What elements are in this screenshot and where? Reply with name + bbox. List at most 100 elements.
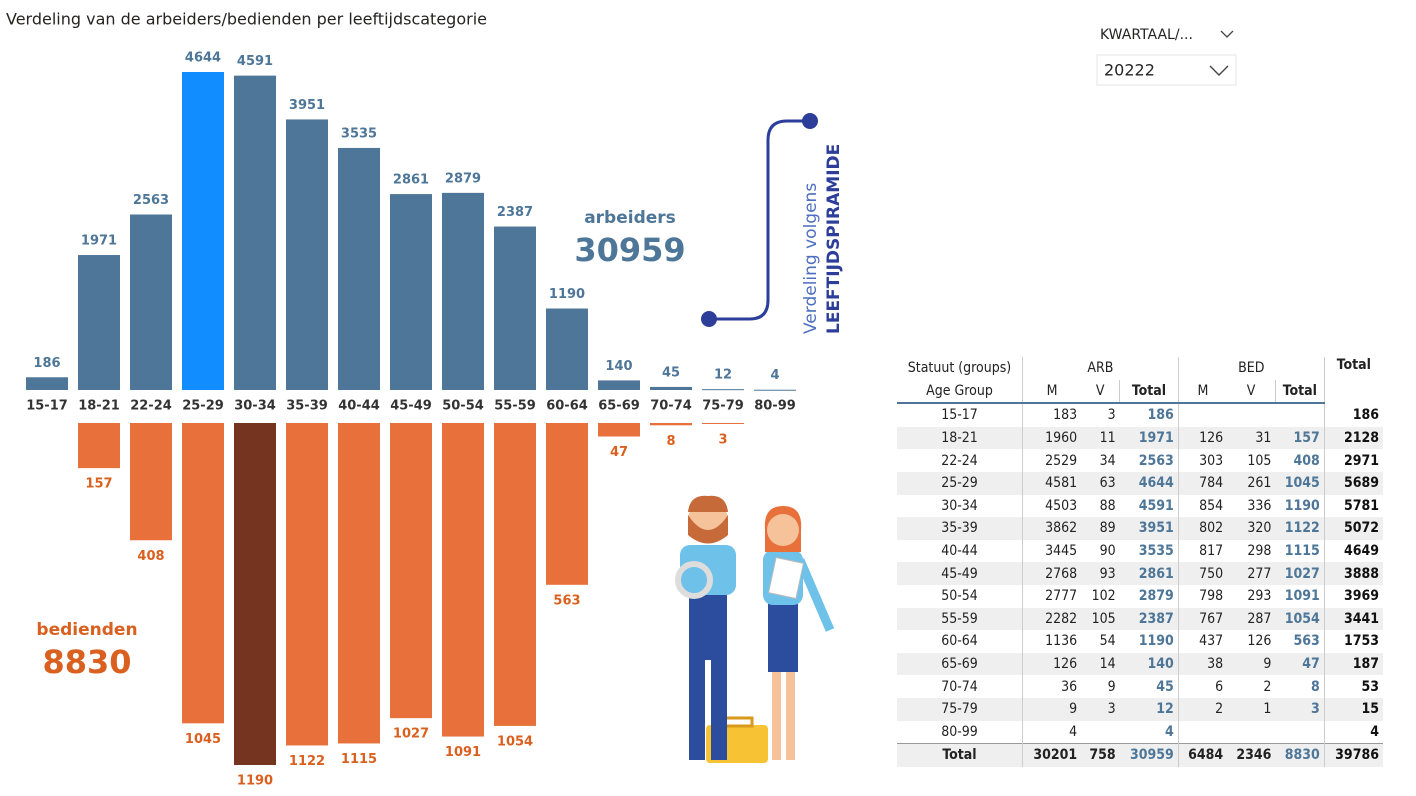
cell: 3441 — [1323, 607, 1383, 631]
cell: 12 — [1119, 697, 1179, 721]
x-tick-label: 70-74 — [650, 399, 692, 414]
worker-beard — [688, 515, 728, 544]
cell: 45 — [1156, 678, 1174, 695]
cell: 3 — [1107, 407, 1116, 424]
cell — [1227, 403, 1275, 427]
rope — [675, 561, 713, 599]
cell: 8830 — [1275, 743, 1325, 767]
cell: 2777 — [1022, 584, 1082, 608]
bar — [130, 214, 172, 390]
filter-chevron[interactable] — [1220, 30, 1234, 38]
data-label: 563 — [553, 593, 580, 608]
data-label: 1190 — [549, 287, 585, 302]
filter-dropdown[interactable] — [1096, 54, 1237, 86]
logo-text: LEEFTIJDSPIRAMIDE — [824, 144, 844, 334]
cell: 2128 — [1323, 426, 1383, 450]
column-header: M — [1022, 379, 1082, 405]
cell: 4 — [1165, 723, 1174, 740]
row-label: 45-49 — [897, 562, 1023, 585]
cell — [1275, 721, 1324, 744]
cell: 53 — [1323, 675, 1383, 698]
data-label: 186 — [33, 356, 60, 371]
row-label: 22-24 — [941, 452, 978, 469]
cell: 2 — [1263, 678, 1272, 695]
column-header: V — [1227, 379, 1276, 405]
cell: 3535 — [1138, 543, 1174, 560]
filter-value[interactable]: 20222 — [1104, 61, 1155, 80]
bar — [26, 377, 68, 390]
bar — [650, 386, 692, 390]
row-label: 25-29 — [897, 471, 1023, 495]
bar — [598, 380, 640, 390]
cell: 3445 — [1022, 539, 1082, 563]
cell: 4581 — [1022, 471, 1082, 495]
bar — [598, 423, 640, 437]
row-label: 18-21 — [897, 426, 1023, 450]
cell: 105 — [1081, 607, 1120, 631]
cell: 89 — [1081, 517, 1120, 540]
bar — [234, 75, 276, 390]
x-tick-label: 15-17 — [26, 399, 68, 414]
cell: 2387 — [1119, 607, 1179, 631]
cell: 802 — [1177, 517, 1228, 540]
data-label: 45 — [662, 365, 680, 380]
cell: 186 — [1323, 403, 1383, 427]
cell: 750 — [1177, 562, 1228, 585]
cell: 2529 — [1022, 449, 1082, 472]
cell — [1275, 403, 1324, 427]
cell: 2 — [1177, 697, 1228, 721]
table-head: Statuut (groups) ARB BED Total Age Group M V To… — [897, 357, 1383, 405]
worker-leg — [689, 655, 705, 760]
cell: 183 — [1022, 403, 1082, 427]
data-label: 1027 — [393, 727, 429, 742]
table-row: 50-54 2777 102 2879 798 293 1091 3969 — [897, 584, 1383, 608]
x-tick-label: 65-69 — [598, 399, 640, 414]
data-label: 2563 — [133, 193, 169, 208]
cell: 126 — [1022, 652, 1082, 676]
data-label: 8 — [666, 434, 675, 449]
data-label: 1091 — [445, 745, 481, 760]
bar — [390, 194, 432, 390]
cell: 11 — [1081, 426, 1120, 450]
woman-head — [767, 514, 799, 546]
x-tick-label: 35-39 — [286, 399, 328, 414]
cell: 36 — [1022, 675, 1082, 698]
cell: 9 — [1227, 652, 1276, 676]
x-tick-label: 25-29 — [182, 399, 224, 414]
cell: 93 — [1081, 562, 1120, 585]
cell: 54 — [1099, 633, 1116, 650]
worker-hair — [688, 495, 728, 512]
cell: 408 — [1293, 452, 1320, 469]
table-row: 80-99 4 4 4 — [897, 720, 1383, 744]
logo: Verdeling volgens LEEFTIJDSPIRAMIDE — [701, 113, 844, 334]
cell — [1177, 403, 1228, 427]
cell: 336 — [1247, 497, 1272, 514]
dropdown-chevron[interactable] — [1209, 65, 1229, 76]
worker-leg — [711, 655, 727, 760]
cell — [1177, 720, 1228, 744]
data-label: 12 — [714, 368, 732, 383]
cell: 2563 — [1138, 452, 1174, 469]
bar — [390, 423, 432, 719]
cell: 1136 — [1022, 630, 1082, 653]
bar — [286, 423, 328, 746]
bar — [442, 423, 484, 737]
cell — [1227, 721, 1275, 744]
cell: 1190 — [1284, 497, 1320, 514]
cell: 1753 — [1323, 630, 1383, 653]
table-row: 35-39 3862 89 3951 802 320 1122 5072 — [897, 517, 1383, 540]
cell: 854 — [1177, 494, 1228, 518]
series-label: bedienden — [36, 620, 137, 640]
group-header: BED — [1177, 357, 1325, 380]
logo-line — [709, 119, 810, 321]
cell: 817 — [1177, 539, 1228, 563]
cell: 1190 — [1138, 633, 1174, 650]
cell: 437 — [1177, 630, 1228, 653]
illustration — [675, 495, 835, 763]
table-row: 18-21 1960 11 1971 126 31 157 2128 — [897, 426, 1383, 450]
bar — [494, 226, 536, 390]
cell: 8 — [1311, 678, 1320, 695]
cell: 277 — [1227, 562, 1276, 585]
row-label: 70-74 — [941, 678, 978, 695]
